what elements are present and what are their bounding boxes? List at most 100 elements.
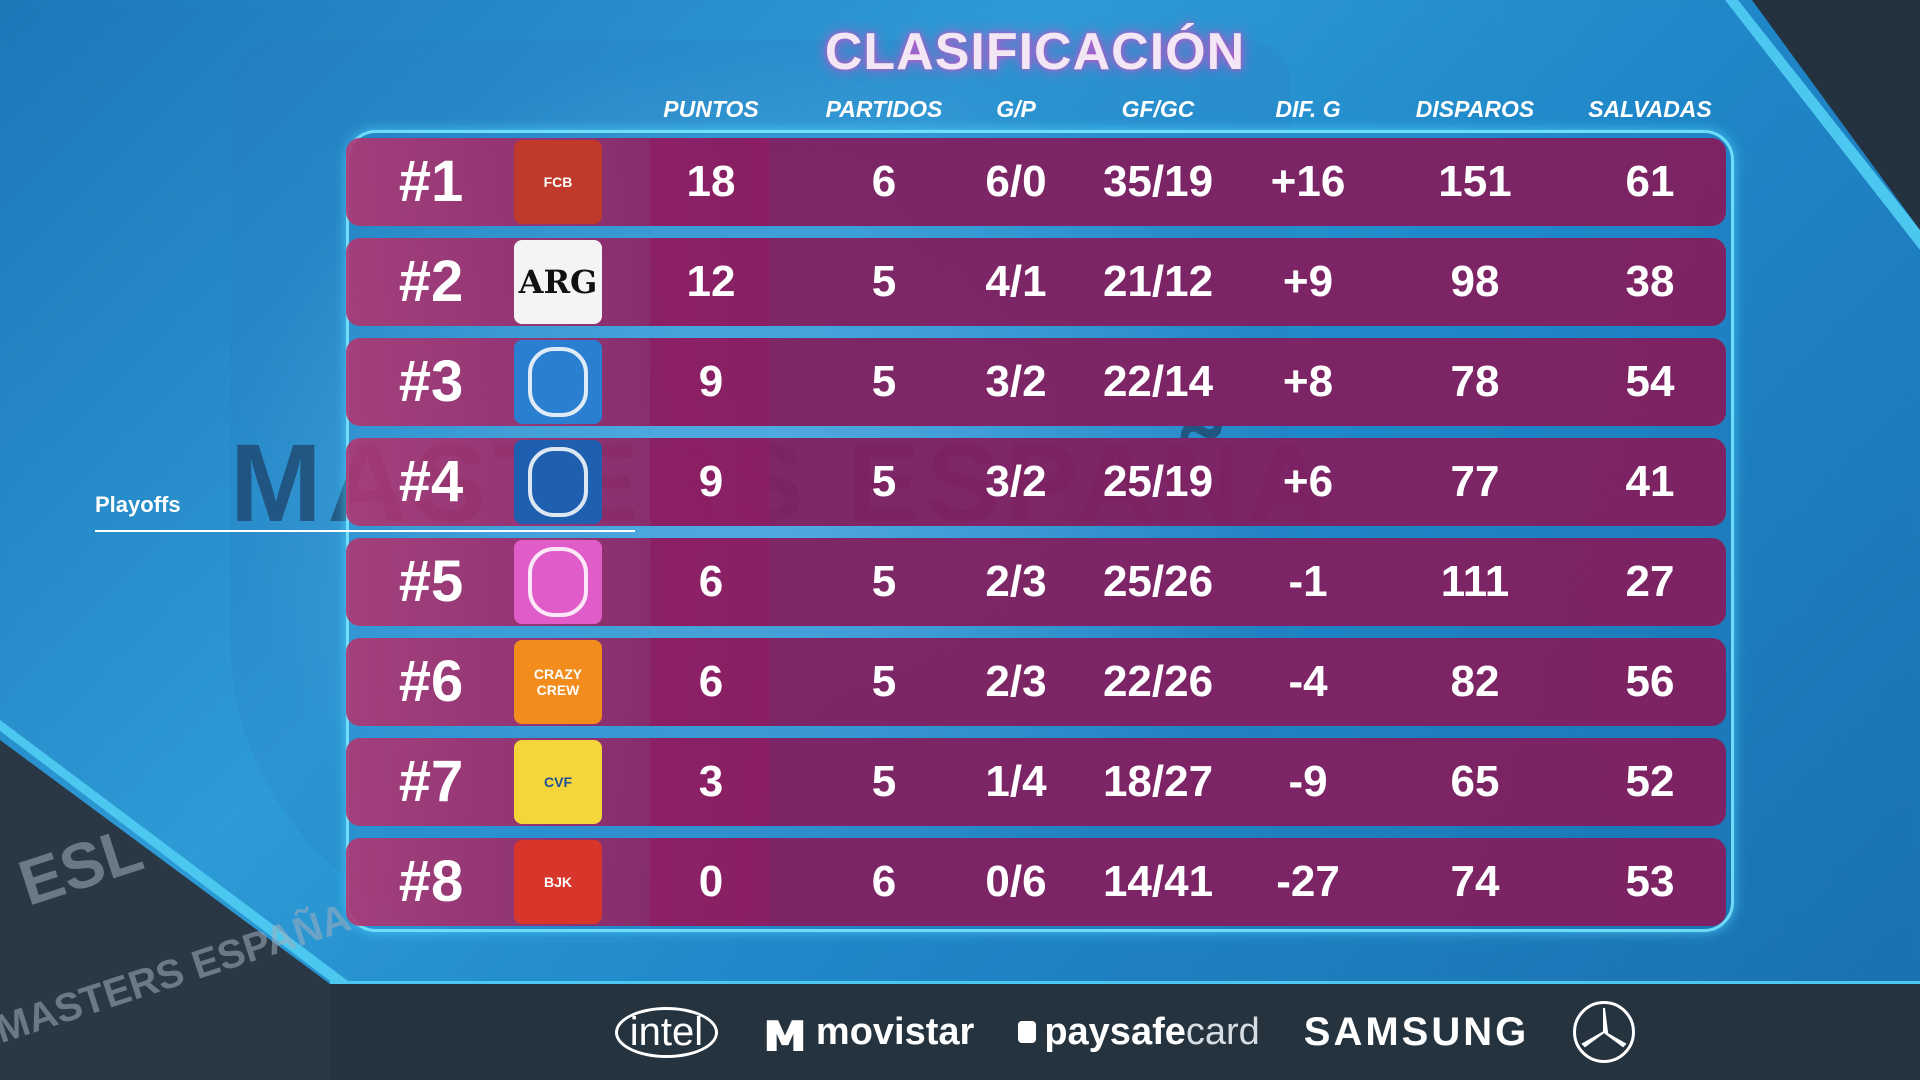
cell-gfgc: 18/27 (1102, 757, 1214, 806)
rank-label: #7 (398, 749, 464, 814)
sponsor-samsung: SAMSUNG (1303, 1009, 1530, 1054)
cell-dif: +8 (1282, 357, 1334, 406)
cell-puntos: 18 (686, 157, 736, 206)
cell-gfgc: 25/26 (1102, 557, 1214, 606)
cell-puntos: 6 (698, 657, 724, 706)
cell-disparos: 65 (1450, 757, 1500, 806)
cell-dif: +6 (1282, 457, 1334, 506)
sponsor-paysafecard: paysafecard (1018, 1010, 1260, 1054)
villarreal-crest-icon: CVF (514, 740, 602, 824)
cell-partidos: 6 (871, 157, 897, 206)
cell-disparos: 77 (1450, 457, 1500, 506)
octopus-logo-icon (514, 540, 602, 624)
col-header-puntos: PUNTOS (663, 96, 759, 122)
table-row: #7 CVF 3 5 1/4 18/27 -9 65 52 (346, 738, 1726, 826)
cell-gp: 4/1 (985, 257, 1047, 306)
cell-gp: 3/2 (985, 357, 1047, 406)
getafe-crest-icon (514, 440, 602, 524)
cell-dif: -1 (1288, 557, 1328, 606)
points-highlight (650, 538, 770, 626)
cell-disparos: 78 (1450, 357, 1500, 406)
cell-partidos: 6 (871, 857, 897, 906)
movistar-m-icon: ᴍ (762, 999, 808, 1065)
cell-gp: 1/4 (985, 757, 1047, 806)
table-row: #4 9 5 3/2 25/19 +6 77 41 (346, 438, 1726, 526)
sponsor-movistar-label: movistar (815, 1010, 975, 1053)
cell-disparos: 111 (1440, 557, 1510, 606)
cell-salvadas: 53 (1625, 857, 1675, 906)
besiktas-crest-icon: BJK (514, 840, 602, 924)
cell-disparos: 151 (1438, 157, 1512, 206)
rank-label: #6 (398, 649, 464, 714)
cell-disparos: 74 (1450, 857, 1500, 906)
sponsor-paysafe-bold: paysafe (1044, 1010, 1186, 1053)
sponsor-movistar: ᴍ movistar (762, 1000, 974, 1065)
rank-label: #2 (398, 249, 464, 314)
cell-salvadas: 38 (1625, 257, 1675, 306)
cell-salvadas: 56 (1625, 657, 1675, 706)
logo-text: CRAZY CREW (533, 666, 583, 698)
page-title: CLASIFICACIÓN (824, 23, 1246, 81)
rank-label: #5 (398, 549, 464, 614)
table-row: #5 6 5 2/3 25/26 -1 111 27 (346, 538, 1726, 626)
cell-salvadas: 41 (1625, 457, 1675, 506)
cell-partidos: 5 (871, 757, 897, 806)
cell-gp: 6/0 (985, 157, 1047, 206)
cell-salvadas: 52 (1625, 757, 1675, 806)
cell-salvadas: 54 (1625, 357, 1675, 406)
table-row: #6 CRAZY CREW 6 5 2/3 22/26 -4 82 56 (346, 638, 1726, 726)
cell-salvadas: 61 (1625, 157, 1675, 206)
cell-partidos: 5 (871, 557, 897, 606)
cell-dif: +16 (1270, 157, 1346, 206)
sponsor-intel: intel (614, 1006, 719, 1058)
cell-dif: -27 (1276, 857, 1340, 906)
cell-gp: 2/3 (985, 657, 1047, 706)
playoffs-label: Playoffs (95, 492, 181, 517)
crest-shape (528, 447, 588, 517)
logo-text: BJK (543, 874, 572, 890)
logo-text: FCB (543, 174, 573, 190)
points-highlight (650, 438, 770, 526)
cell-disparos: 82 (1450, 657, 1500, 706)
col-header-disparos: DISPAROS (1415, 96, 1535, 122)
cell-puntos: 9 (698, 457, 724, 506)
cell-partidos: 5 (871, 457, 897, 506)
cell-gfgc: 21/12 (1102, 257, 1214, 306)
cell-puntos: 12 (686, 257, 736, 306)
cell-partidos: 5 (871, 357, 897, 406)
points-highlight (650, 138, 770, 226)
cell-partidos: 5 (871, 257, 897, 306)
points-highlight (650, 338, 770, 426)
cell-dif: -9 (1288, 757, 1328, 806)
sponsor-bar: intel ᴍ movistar paysafecard SAMSUNG (330, 981, 1920, 1080)
crest-shape (528, 347, 588, 417)
cell-gfgc: 22/14 (1102, 357, 1214, 406)
crazy-crew-logo-icon: CRAZY CREW (514, 640, 602, 724)
table-row: #3 9 5 3/2 22/14 +8 78 54 (346, 338, 1726, 426)
col-header-gfgc: GF/GC (1121, 96, 1195, 122)
cell-gp: 0/6 (985, 857, 1047, 906)
mercedes-star-icon (1573, 1001, 1636, 1063)
cell-puntos: 6 (698, 557, 724, 606)
rank-label: #3 (398, 349, 464, 414)
cell-puntos: 9 (698, 357, 724, 406)
sponsor-paysafe-thin: card (1185, 1010, 1260, 1053)
points-highlight (650, 238, 770, 326)
cell-gfgc: 25/19 (1102, 457, 1214, 506)
cell-dif: +9 (1282, 257, 1334, 306)
logo-text: ARG (518, 263, 598, 301)
points-highlight (650, 838, 770, 926)
lock-icon (1018, 1021, 1037, 1043)
rank-label: #4 (398, 449, 464, 514)
col-header-partidos: PARTIDOS (825, 96, 943, 122)
cell-gp: 3/2 (985, 457, 1047, 506)
cell-gfgc: 22/26 (1102, 657, 1214, 706)
cell-disparos: 98 (1450, 257, 1500, 306)
cell-puntos: 3 (698, 757, 724, 806)
col-header-dif: DIF. G (1275, 96, 1341, 122)
table-row: #2 ARG 12 5 4/1 21/12 +9 98 38 (346, 238, 1726, 326)
espanyol-crest-icon (514, 340, 602, 424)
cell-dif: -4 (1288, 657, 1328, 706)
table-row: #8 BJK 0 6 0/6 14/41 -27 74 53 (346, 838, 1726, 926)
col-header-salvadas: SALVADAS (1588, 96, 1712, 122)
